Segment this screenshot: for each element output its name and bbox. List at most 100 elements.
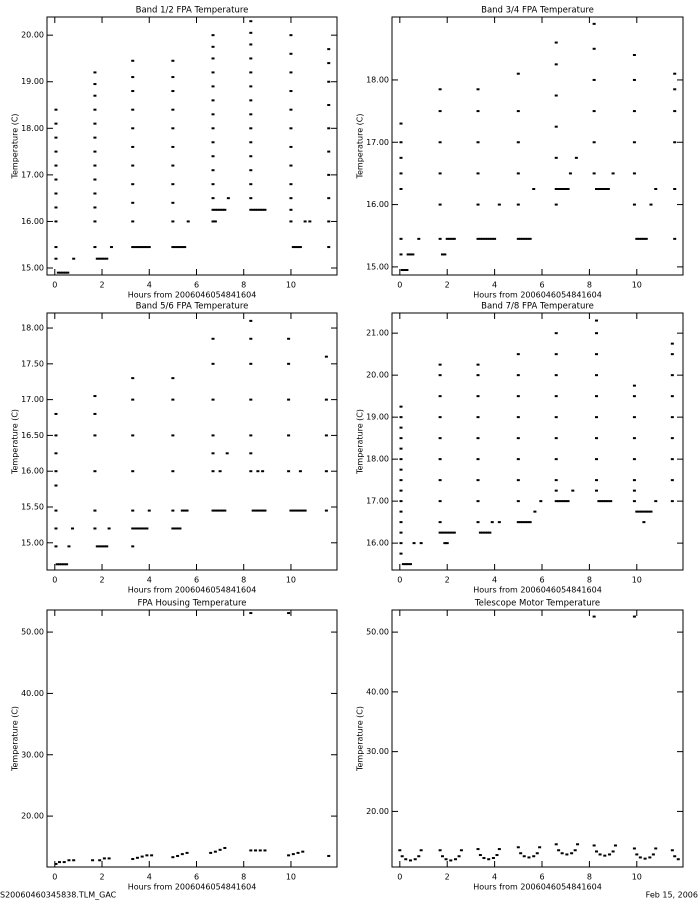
data-point [651, 853, 655, 856]
data-point [476, 374, 480, 377]
data-point [438, 416, 442, 419]
data-point [218, 208, 222, 211]
data-point [138, 527, 142, 530]
data-point [61, 271, 65, 274]
data-point [406, 253, 410, 256]
data-point [599, 188, 603, 190]
data-point [611, 850, 615, 853]
x-axis-label: Hours from 2006046054841604 [128, 883, 257, 892]
data-point [405, 269, 409, 272]
data-point [554, 500, 558, 503]
x-axis-label: Hours from 2006046054841604 [473, 291, 602, 300]
data-point [399, 426, 403, 429]
x-tick-label: 10 [632, 873, 642, 882]
data-point [180, 509, 184, 512]
data-point [131, 127, 135, 130]
data-point [597, 500, 601, 503]
data-point [602, 188, 606, 190]
data-point [287, 470, 291, 473]
data-point [145, 527, 149, 530]
data-point [60, 563, 64, 566]
data-point [102, 545, 106, 548]
data-point [107, 527, 111, 530]
data-point [554, 489, 558, 492]
data-point [516, 110, 520, 113]
data-point [476, 363, 480, 366]
data-point [516, 458, 520, 461]
y-tick-label: 18.00 [366, 455, 389, 464]
plot-frame [46, 609, 338, 868]
data-point [287, 398, 291, 401]
data-point [476, 521, 480, 524]
data-point [145, 854, 149, 857]
data-point [554, 374, 558, 377]
data-point [670, 395, 674, 398]
data-point [289, 208, 293, 211]
data-point [251, 208, 255, 211]
data-point [493, 237, 497, 240]
data-point [324, 434, 328, 437]
data-point [131, 183, 135, 186]
data-point [408, 859, 412, 862]
y-tick-label: 17.00 [366, 138, 389, 147]
data-point [131, 377, 135, 380]
data-point [576, 843, 580, 846]
data-point [554, 41, 558, 44]
data-point [54, 257, 58, 260]
data-point [303, 509, 307, 512]
data-point [399, 122, 403, 125]
data-point [93, 220, 97, 223]
data-point [327, 246, 331, 249]
data-point [604, 500, 608, 503]
data-point [404, 563, 408, 566]
data-point [211, 85, 215, 88]
data-point [58, 861, 62, 864]
data-point [595, 479, 599, 482]
data-point [289, 52, 293, 55]
data-point [291, 246, 295, 249]
data-point [438, 521, 442, 524]
x-tick-label: 6 [194, 576, 199, 585]
data-point [606, 500, 610, 503]
data-point [440, 253, 444, 256]
data-point [289, 220, 293, 223]
data-point [526, 237, 530, 240]
data-point [211, 452, 215, 455]
data-point [213, 208, 217, 211]
data-point [249, 337, 253, 340]
panel: Band 7/8 FPA Temperature Hours from 20060… [356, 302, 684, 595]
data-point [535, 852, 539, 855]
data-point [497, 521, 501, 524]
y-tick-label: 20.00 [21, 812, 44, 821]
data-point [438, 110, 442, 113]
y-tick-label: 20.00 [366, 807, 389, 816]
data-point [632, 203, 636, 206]
data-point [438, 237, 442, 240]
data-point [324, 398, 328, 401]
data-point [95, 545, 99, 548]
data-point [554, 188, 558, 190]
data-point [171, 90, 175, 93]
data-point [303, 220, 307, 223]
data-point [249, 319, 253, 322]
data-point [640, 237, 644, 240]
data-point [403, 269, 407, 272]
panel-title: Band 1/2 FPA Temperature [136, 6, 249, 16]
data-point [289, 127, 293, 130]
data-point [54, 470, 58, 473]
data-point [58, 563, 62, 566]
data-point [258, 208, 262, 211]
data-point [516, 500, 520, 503]
data-point [604, 188, 608, 190]
data-point [632, 141, 636, 144]
data-point [54, 136, 58, 139]
y-tick-label: 30.00 [21, 750, 44, 759]
data-point [673, 110, 677, 113]
data-point [143, 246, 147, 249]
data-point [554, 353, 558, 356]
data-point [595, 437, 599, 440]
data-point [291, 509, 295, 512]
data-point [296, 509, 300, 512]
data-point [131, 90, 135, 93]
